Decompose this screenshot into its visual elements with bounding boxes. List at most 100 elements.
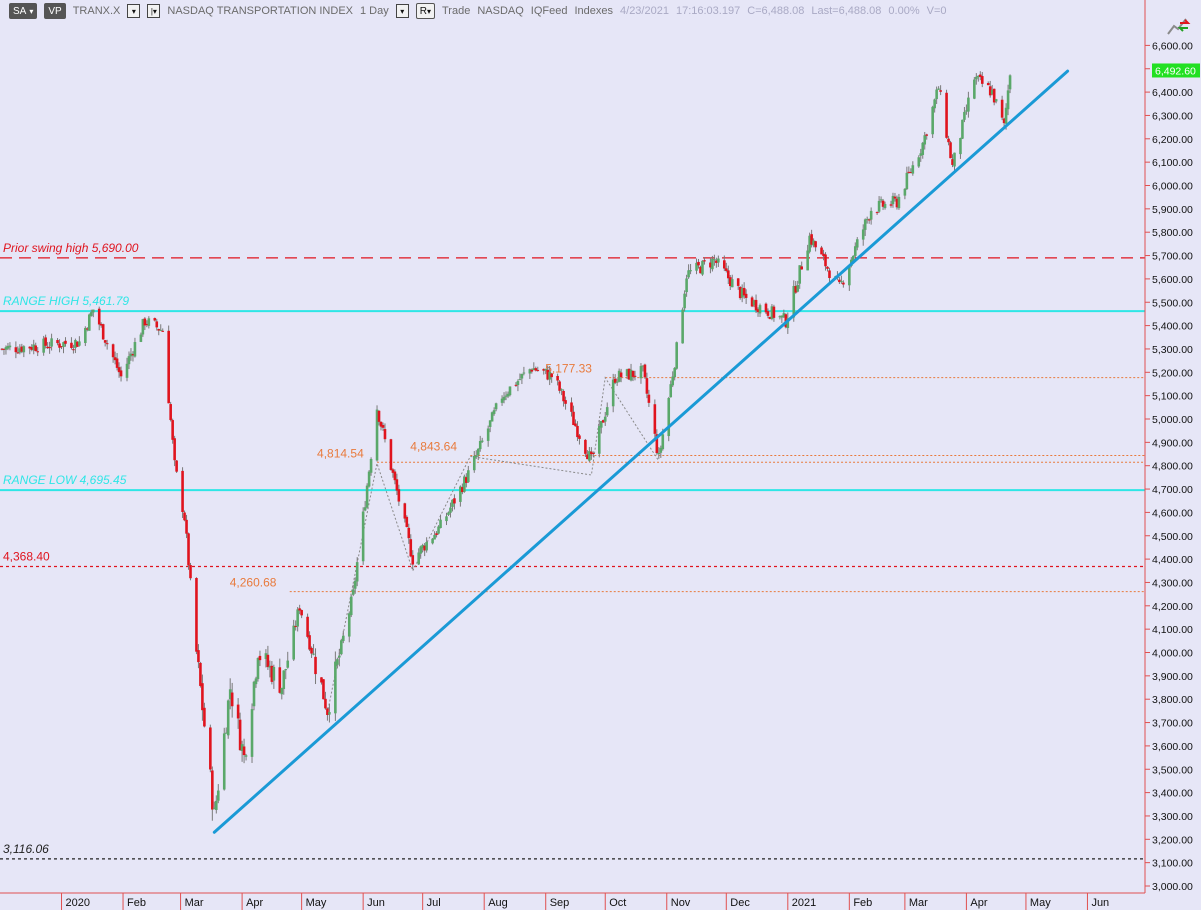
candle-body-54 (147, 318, 151, 326)
candle-body-235 (653, 404, 657, 434)
candle-body-354 (980, 76, 984, 84)
candle-body-117 (324, 698, 327, 709)
candle-body-86 (238, 719, 242, 751)
candle-body-285 (792, 285, 796, 318)
candle-body-270 (750, 297, 754, 307)
candle-body-47 (129, 353, 133, 357)
candle-body-130 (361, 511, 365, 562)
sa-label: SA (13, 5, 27, 17)
candle-body-344 (953, 152, 956, 167)
candle-body-271 (752, 300, 756, 306)
last-price-tag (1152, 63, 1200, 78)
symbol-dropdown-icon[interactable]: ▾ (127, 4, 141, 18)
candle-body-41 (113, 357, 117, 361)
candle-body-198 (548, 371, 551, 380)
candle-body-127 (351, 589, 355, 595)
candle-body-73 (201, 683, 204, 711)
candle-body-224 (619, 372, 623, 378)
candle-body-90 (250, 709, 254, 757)
candle-body-61 (169, 404, 172, 421)
y-tick-label-28: 5,800.00 (1152, 227, 1193, 239)
candle-body-312 (865, 218, 869, 220)
candle-body-31 (86, 328, 89, 330)
candle-body-309 (855, 239, 859, 248)
level-label-0: Prior swing high 5,690.00 (3, 241, 139, 255)
candle-body-212 (588, 451, 591, 461)
candle-body-103 (284, 669, 288, 671)
candle-body-154 (425, 541, 428, 551)
candle-body-231 (641, 365, 645, 367)
candle-body-294 (814, 241, 817, 248)
candle-body-173 (478, 440, 482, 450)
candle-body-329 (911, 165, 915, 174)
candle-body-262 (726, 270, 730, 279)
candle-body-155 (431, 538, 434, 544)
candle-body-263 (728, 277, 732, 287)
interval-dropdown-icon[interactable]: ▾ (395, 4, 409, 18)
candle-body-302 (838, 279, 841, 283)
vp-button[interactable]: VP (44, 3, 66, 19)
candle-body-171 (474, 455, 478, 458)
candle-body-341 (947, 138, 950, 143)
candle-body-274 (758, 305, 762, 314)
candle-body-78 (214, 800, 218, 810)
r-menu-button[interactable]: R ▾ (415, 3, 435, 19)
candle-body-362 (1004, 107, 1008, 124)
candle-body-230 (639, 366, 643, 379)
candle-body-26 (72, 349, 75, 351)
candle-body-134 (369, 459, 373, 473)
y-tick-label-31: 6,100.00 (1152, 157, 1193, 169)
candle-body-315 (875, 212, 879, 214)
candle-body-321 (891, 195, 895, 205)
y-tick-label-32: 6,200.00 (1152, 134, 1193, 146)
candle-body-106 (294, 626, 297, 628)
candle-body-240 (667, 397, 671, 437)
candle-body-215 (597, 426, 601, 454)
candle-body-15 (42, 338, 45, 353)
x-tick-label-9: Oct (609, 897, 626, 909)
r-label: R (419, 5, 427, 17)
candle-body-112 (310, 647, 313, 654)
candle-body-131 (363, 507, 367, 511)
y-tick-label-1: 3,100.00 (1152, 858, 1193, 870)
candle-body-177 (490, 412, 494, 422)
chart-trading-icon[interactable] (1166, 14, 1192, 36)
candle-body-98 (270, 665, 274, 682)
candle-body-124 (342, 635, 345, 642)
candle-body-33 (89, 312, 93, 316)
x-tick-label-4: May (306, 897, 327, 909)
candle-body-116 (322, 679, 325, 700)
candle-body-169 (467, 470, 470, 483)
candle-body-331 (919, 153, 923, 156)
symbol-info-icon[interactable]: |▾ (147, 4, 161, 18)
candle-body-290 (806, 250, 809, 271)
candle-body-172 (476, 448, 480, 456)
candle-body-356 (988, 86, 992, 96)
candle-body-2 (4, 347, 8, 350)
candle-body-72 (199, 662, 202, 686)
x-tick-label-16: May (1030, 897, 1051, 909)
candle-body-210 (584, 439, 587, 454)
candle-body-152 (421, 545, 424, 549)
y-tick-label-6: 3,600.00 (1152, 741, 1193, 753)
candle-body-184 (508, 386, 512, 396)
candle-body-140 (389, 439, 393, 470)
symbol-link-button[interactable]: SA ▾ (9, 3, 38, 19)
x-tick-label-7: Aug (488, 897, 508, 909)
x-tick-label-6: Jul (427, 897, 441, 909)
candle-body-60 (167, 330, 170, 404)
candle-body-46 (127, 356, 131, 365)
candle-body-246 (683, 293, 686, 309)
candle-body-12 (32, 344, 36, 351)
candle-body-222 (615, 381, 619, 383)
candle-body-265 (736, 278, 740, 286)
candle-body-7 (18, 348, 22, 353)
candle-body-0 (0, 348, 4, 350)
y-tick-label-34: 6,400.00 (1152, 87, 1193, 99)
candle-body-325 (903, 188, 907, 196)
candle-body-182 (504, 395, 508, 397)
y-tick-label-36: 6,600.00 (1152, 40, 1193, 52)
candle-body-214 (592, 453, 595, 455)
candle-body-128 (353, 580, 357, 589)
